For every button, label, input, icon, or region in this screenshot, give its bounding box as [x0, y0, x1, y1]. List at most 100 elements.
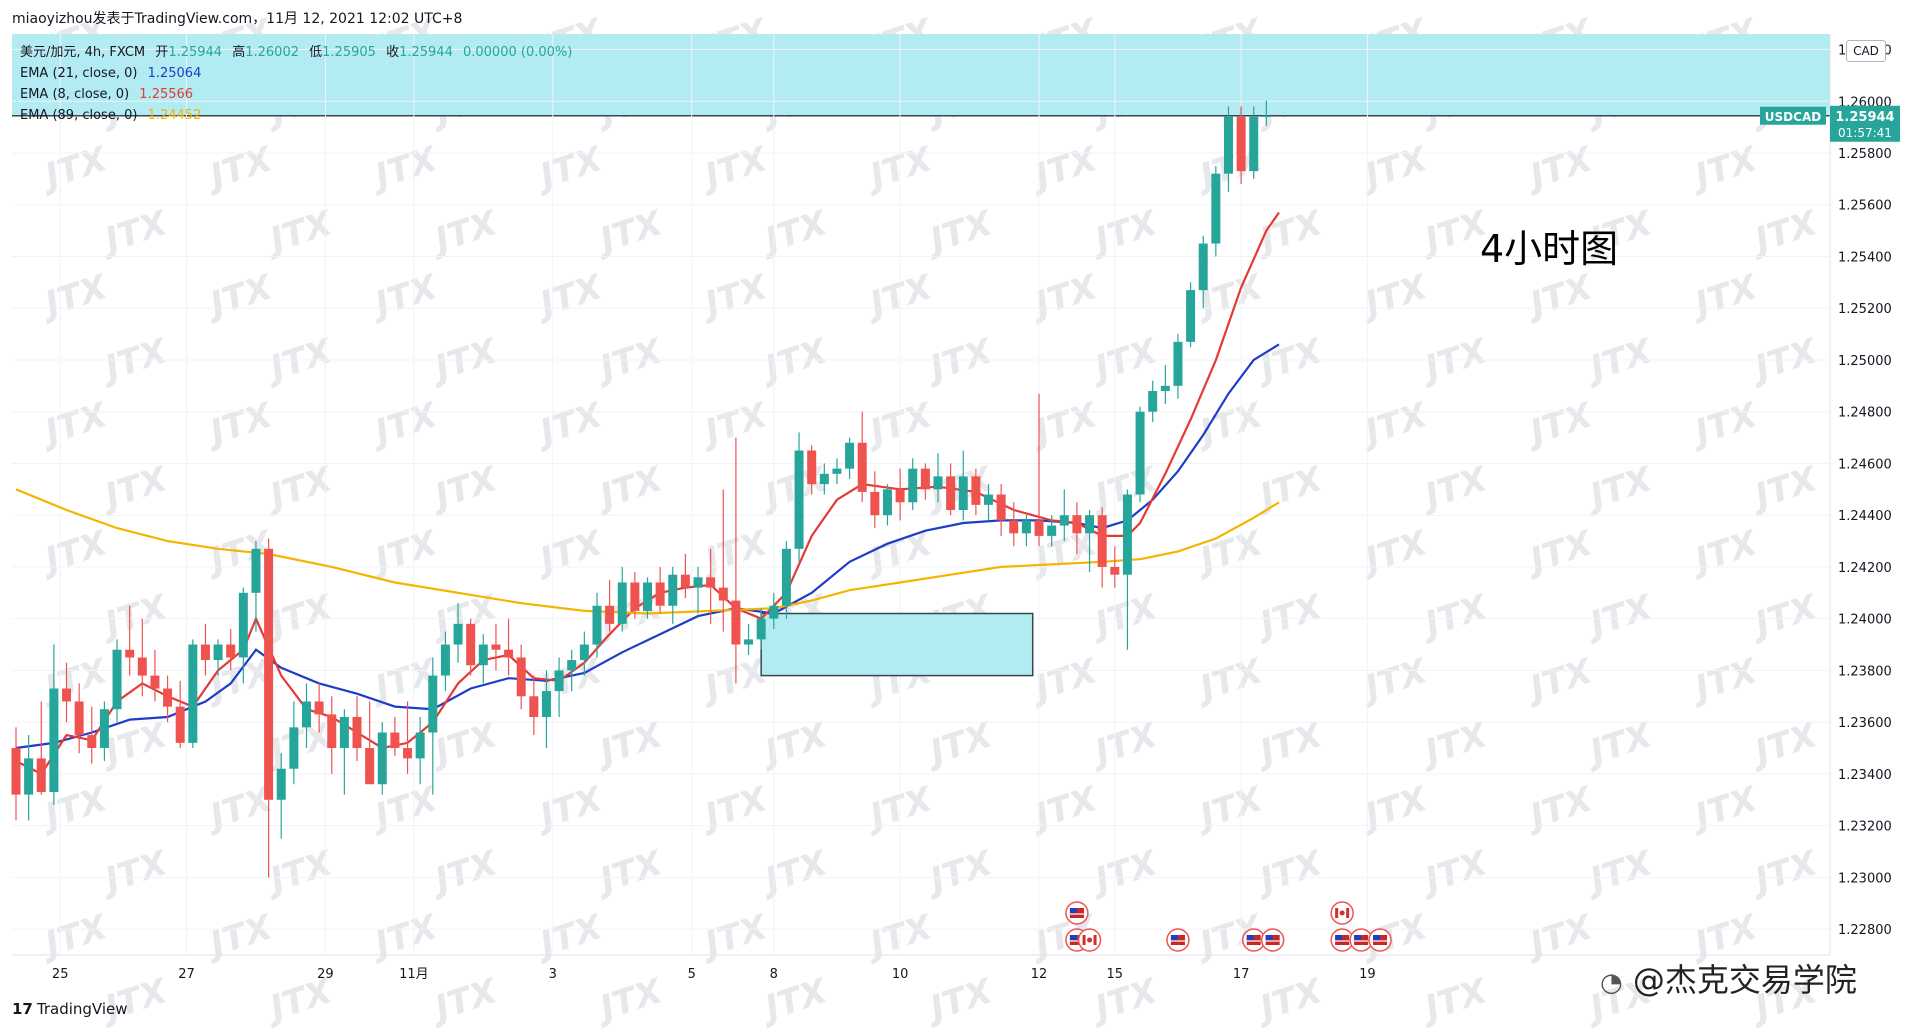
time-tick-label: 5 — [688, 967, 696, 982]
legend-ema21-row[interactable]: EMA (21, close, 0) 1.25064 — [20, 63, 572, 84]
candle-body — [1047, 525, 1057, 536]
legend-ema8-row[interactable]: EMA (8, close, 0) 1.25566 — [20, 84, 572, 105]
candle-body — [680, 574, 690, 588]
attribution-text: @杰克交易学院 — [1632, 961, 1857, 999]
candle-body — [984, 494, 994, 505]
watermark-text: JTX — [530, 267, 609, 327]
currency-badge[interactable]: CAD — [1846, 40, 1886, 62]
candle-body — [276, 768, 286, 800]
ohlc-close-label: 收 — [386, 45, 400, 60]
symbol-tag-label: USDCAD — [1765, 110, 1821, 124]
watermark-text: JTX — [425, 203, 504, 263]
candle-body — [314, 701, 324, 715]
time-tick-label: 27 — [178, 967, 195, 982]
ca-flag-band — [1335, 908, 1339, 918]
watermark-text: JTX — [1580, 843, 1659, 903]
ca-flag-leaf — [1087, 937, 1093, 943]
candle-body — [819, 473, 829, 485]
watermark-text: JTX — [920, 331, 999, 391]
watermark-text: JTX — [35, 907, 114, 967]
watermark-text: JTX — [590, 459, 669, 519]
watermark-text: JTX — [860, 139, 939, 199]
ca-flag-band — [1346, 908, 1350, 918]
watermark-text: JTX — [1520, 395, 1599, 455]
watermark-text: JTX — [860, 523, 939, 583]
candle-body — [617, 582, 627, 624]
candle-body — [845, 442, 855, 469]
candle-body — [920, 468, 930, 490]
time-tick-label: 12 — [1031, 967, 1048, 982]
price-tick-label: 1.24400 — [1838, 509, 1892, 524]
watermark-text: JTX — [35, 139, 114, 199]
candle-body — [440, 644, 450, 676]
watermark-text: JTX — [425, 587, 504, 647]
candle-body — [857, 442, 867, 492]
us-flag-canton — [1354, 935, 1362, 940]
author-attribution: ◔ @杰克交易学院 — [1600, 955, 1857, 1001]
candle-body — [655, 582, 665, 606]
price-tick-label: 1.25800 — [1838, 147, 1892, 162]
candle-body — [933, 476, 943, 490]
watermark-text: JTX — [1355, 139, 1434, 199]
ohlc-low: 低1.25905 — [303, 45, 380, 60]
watermark-text: JTX — [920, 843, 999, 903]
timeframe-annotation: 4小时图 — [1480, 227, 1619, 271]
price-tick-label: 1.24600 — [1838, 457, 1892, 472]
watermark-text: JTX — [1025, 651, 1104, 711]
candle-body — [49, 688, 59, 793]
candle-body — [605, 605, 615, 624]
watermark-text: JTX — [1745, 203, 1824, 263]
watermark-text: JTX — [1190, 395, 1269, 455]
price-tick-label: 1.24000 — [1838, 613, 1892, 628]
candle-body — [390, 732, 400, 749]
price-tick-label: 1.23000 — [1838, 871, 1892, 886]
candle-body — [99, 709, 109, 749]
candle-body — [1135, 411, 1145, 495]
symbol-label[interactable]: 美元/加元, 4h, FXCM — [20, 45, 146, 60]
watermark-text: JTX — [35, 779, 114, 839]
watermark-text: JTX — [1745, 459, 1824, 519]
candle-body — [567, 660, 577, 671]
price-tick-label: 1.23200 — [1838, 820, 1892, 835]
time-tick-label: 15 — [1107, 967, 1124, 982]
watermark-text: JTX — [260, 843, 339, 903]
candle-body — [1186, 290, 1196, 342]
price-tick-label: 1.22800 — [1838, 923, 1892, 938]
candle-body — [1198, 243, 1208, 291]
price-tag-countdown: 01:57:41 — [1838, 126, 1892, 140]
watermark-text: JTX — [260, 203, 339, 263]
price-tick-label: 1.23400 — [1838, 768, 1892, 783]
legend-ema89-row[interactable]: EMA (89, close, 0) 1.24452 — [20, 105, 572, 126]
candle-body — [1211, 173, 1221, 244]
time-tick-label: 11月 — [399, 967, 429, 982]
watermark-text: JTX — [95, 587, 174, 647]
watermark-text: JTX — [365, 907, 444, 967]
watermark-text: JTX — [920, 203, 999, 263]
watermark-text: JTX — [920, 971, 999, 1031]
watermark-text: JTX — [1520, 651, 1599, 711]
watermark-text: JTX — [1085, 843, 1164, 903]
watermark-text: JTX — [1085, 971, 1164, 1031]
watermark-text: JTX — [95, 203, 174, 263]
watermark-text: JTX — [95, 843, 174, 903]
watermark-text: JTX — [1520, 139, 1599, 199]
watermark-text: JTX — [1415, 971, 1494, 1031]
candle-body — [807, 450, 817, 485]
us-flag-canton — [1069, 908, 1077, 913]
watermark-text: JTX — [920, 715, 999, 775]
candle-body — [403, 748, 413, 759]
candle-body — [137, 657, 147, 676]
tradingview-logo[interactable]: 𝟭𝟳 TradingView — [12, 1000, 128, 1018]
candle-body — [453, 623, 463, 645]
candle-body — [264, 548, 274, 800]
candle-body — [1059, 515, 1069, 526]
chart-legend: 美元/加元, 4h, FXCM 开1.25944 高1.26002 低1.259… — [20, 42, 572, 126]
candle-body — [668, 574, 678, 606]
watermark-text: JTX — [1355, 523, 1434, 583]
watermark-text: JTX — [530, 523, 609, 583]
candle-body — [554, 670, 564, 692]
candle-body — [251, 548, 261, 593]
watermark-text: JTX — [590, 843, 669, 903]
watermark-text: JTX — [35, 523, 114, 583]
